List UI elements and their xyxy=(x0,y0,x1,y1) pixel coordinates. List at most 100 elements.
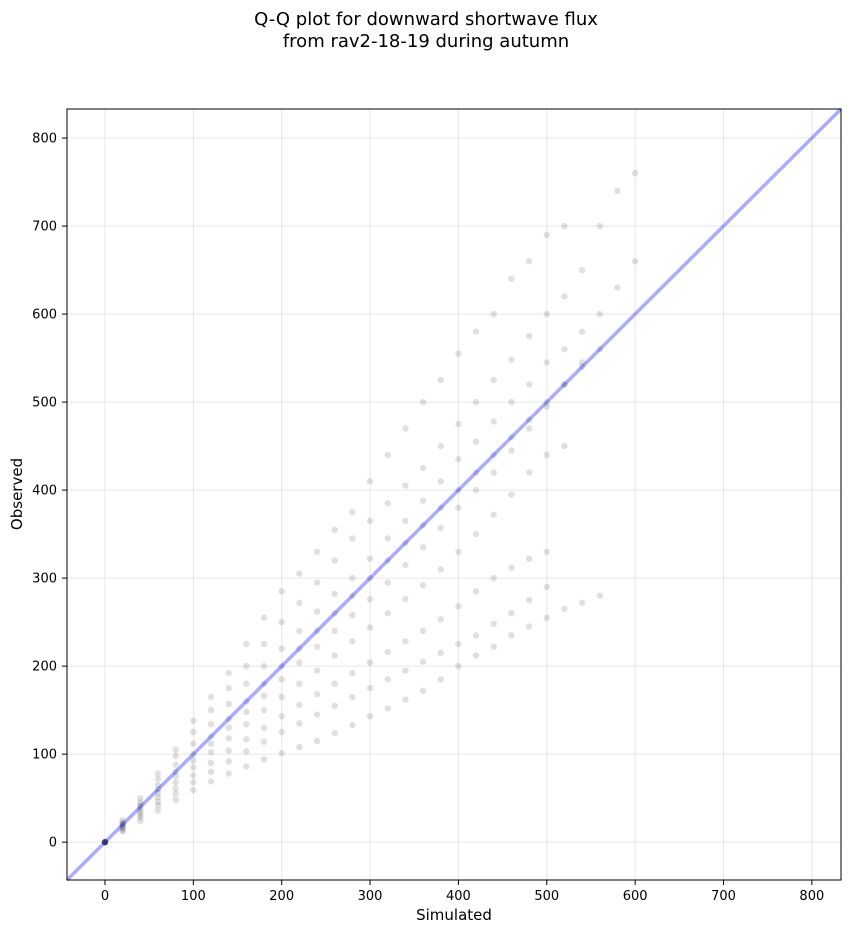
data-point xyxy=(384,451,391,459)
data-point xyxy=(172,772,179,780)
data-point xyxy=(578,599,586,606)
data-point xyxy=(119,816,126,824)
data-point xyxy=(313,627,321,635)
x-axis-ticks: 0 100 200 300 400 500 600 700 800 xyxy=(101,880,824,904)
chart-title-line-1: Q-Q plot for downward shortwave flux xyxy=(254,9,598,30)
data-point xyxy=(508,434,515,441)
data-point xyxy=(313,667,321,674)
data-point xyxy=(207,721,215,728)
data-point xyxy=(472,469,480,476)
data-point xyxy=(543,398,550,406)
y-tick-label: 300 xyxy=(32,572,57,587)
data-point xyxy=(154,789,162,797)
data-point xyxy=(508,398,515,406)
data-point xyxy=(455,486,462,494)
data-point xyxy=(525,555,533,562)
data-point xyxy=(278,728,285,736)
data-point xyxy=(190,787,197,794)
data-point xyxy=(543,614,550,621)
data-point xyxy=(349,638,356,645)
data-point xyxy=(225,700,232,708)
data-point xyxy=(225,757,232,765)
data-point xyxy=(596,346,603,353)
data-point xyxy=(243,680,250,687)
data-point xyxy=(190,757,197,764)
data-point xyxy=(331,557,338,564)
series-6 xyxy=(101,548,550,846)
series-0 xyxy=(101,222,568,846)
data-point xyxy=(190,728,197,736)
data-point xyxy=(154,807,162,814)
data-point xyxy=(631,258,639,265)
data-point xyxy=(313,643,321,650)
data-point xyxy=(137,806,144,813)
x-tick-label: 600 xyxy=(623,889,648,904)
data-point xyxy=(349,592,356,599)
data-point xyxy=(207,778,215,785)
data-point xyxy=(225,747,232,754)
reference-line-group xyxy=(65,107,843,882)
data-point xyxy=(366,517,374,525)
data-point xyxy=(278,645,285,652)
data-point xyxy=(437,504,444,511)
data-point xyxy=(543,403,550,410)
data-point xyxy=(366,574,374,582)
data-point xyxy=(472,398,480,406)
data-point xyxy=(614,187,621,195)
data-point xyxy=(525,332,533,340)
data-point xyxy=(225,724,232,731)
data-point xyxy=(101,838,109,846)
x-tick-label: 200 xyxy=(269,889,294,904)
data-point xyxy=(260,738,268,746)
data-point xyxy=(243,662,250,670)
data-point xyxy=(419,658,427,665)
data-point xyxy=(260,614,268,621)
data-point xyxy=(243,735,250,743)
data-point xyxy=(596,310,603,318)
data-points xyxy=(101,170,639,846)
data-point xyxy=(455,420,462,428)
data-point xyxy=(278,618,285,626)
data-point xyxy=(455,548,462,555)
data-point xyxy=(101,838,109,846)
data-point xyxy=(137,809,144,816)
data-point xyxy=(207,706,215,714)
data-point xyxy=(313,579,321,586)
data-point xyxy=(172,785,179,792)
y-tick-label: 0 xyxy=(49,836,57,851)
data-point xyxy=(154,781,162,789)
data-point xyxy=(278,588,285,595)
data-point xyxy=(384,648,391,656)
data-point xyxy=(331,680,338,687)
data-point xyxy=(472,632,480,639)
series-4 xyxy=(101,359,586,846)
data-point xyxy=(561,442,568,450)
data-point xyxy=(490,511,497,518)
data-point xyxy=(490,418,497,425)
data-point xyxy=(207,768,215,775)
data-point xyxy=(543,451,550,459)
data-point xyxy=(543,310,550,318)
data-point xyxy=(119,828,126,835)
data-point xyxy=(313,608,321,615)
y-tick-label: 700 xyxy=(32,220,57,235)
data-point xyxy=(260,662,268,670)
data-point xyxy=(525,381,533,388)
data-point xyxy=(190,750,197,758)
x-tick-label: 400 xyxy=(446,889,471,904)
data-point xyxy=(207,733,215,740)
data-point xyxy=(101,838,109,846)
data-point xyxy=(631,170,639,177)
y-tick-label: 400 xyxy=(32,484,57,499)
data-point xyxy=(207,693,215,701)
x-tick-label: 300 xyxy=(358,889,383,904)
data-point xyxy=(525,469,533,476)
data-point xyxy=(313,691,321,698)
data-point xyxy=(243,763,250,770)
data-point xyxy=(296,720,303,727)
data-point xyxy=(260,756,268,763)
data-point xyxy=(225,735,232,742)
data-point xyxy=(101,838,109,846)
data-point xyxy=(331,702,338,709)
data-point xyxy=(490,451,497,459)
